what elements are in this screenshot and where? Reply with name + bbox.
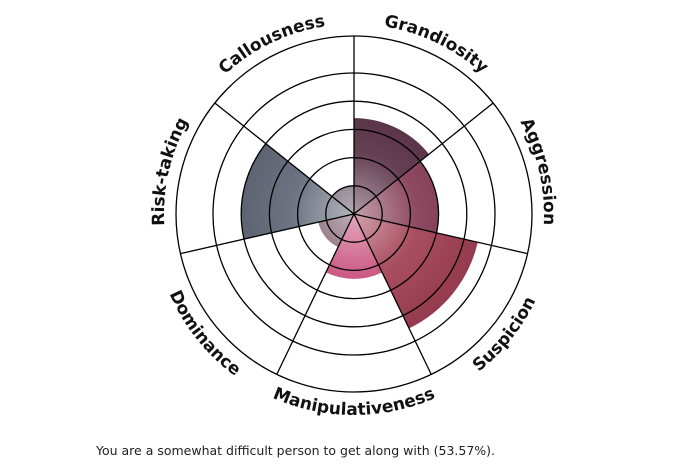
label-path-dominance xyxy=(160,267,260,392)
label-path-suspicion xyxy=(448,267,548,392)
wedge-shade-callousness xyxy=(331,185,354,214)
category-label-suspicion: Suspicion xyxy=(469,293,540,375)
category-label-aggression: Aggression xyxy=(516,115,559,226)
spoke-5 xyxy=(276,213,355,375)
polar-area-chart: Grandiosity Aggression Suspicion Manipulati… xyxy=(149,11,559,420)
wedge-shade-aggression xyxy=(354,161,439,233)
spoke-6 xyxy=(180,213,355,255)
category-label-risk-taking: Risk-taking xyxy=(149,114,193,226)
wedge-shade-grandiosity xyxy=(354,118,429,214)
spoke-2 xyxy=(353,102,494,215)
category-label-dominance: Dominance xyxy=(165,287,245,380)
category-label-manipulativeness: Manipulativeness xyxy=(270,384,438,420)
result-summary: You are a somewhat difficult person to g… xyxy=(96,443,496,458)
spoke-7 xyxy=(214,102,355,215)
category-label-grandiosity: Grandiosity xyxy=(383,11,492,77)
category-label-callousness: Callousness xyxy=(215,11,327,78)
spoke-4 xyxy=(353,213,432,375)
spoke-3 xyxy=(353,213,528,255)
wedge-shade-manipulativeness xyxy=(325,214,383,279)
